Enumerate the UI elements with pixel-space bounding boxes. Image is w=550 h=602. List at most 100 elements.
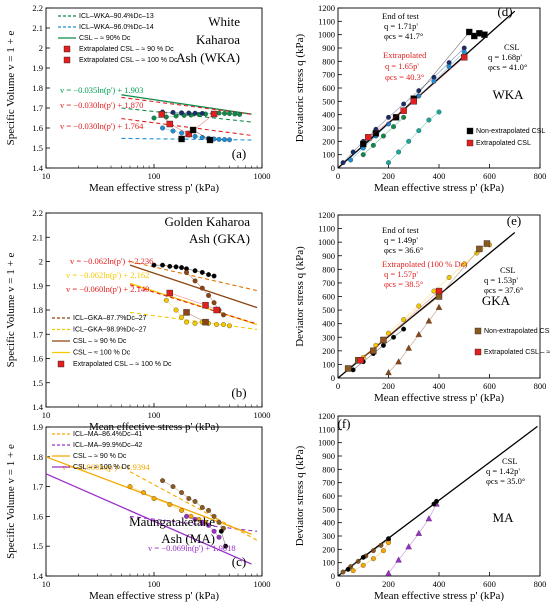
data-point <box>127 484 133 490</box>
y-tick-label: 200 <box>322 544 335 554</box>
legend-label: ICL–WKA–90.4%Dc–13 <box>79 13 154 20</box>
annotation: v = −0.062ln(p') + 2.236 <box>70 256 153 266</box>
series-line-c-3 <box>45 473 252 565</box>
panel-title: GKA <box>482 293 511 308</box>
y-tick-label: 1.7 <box>32 329 43 339</box>
y-tick-label: 1.4 <box>32 402 43 412</box>
data-point <box>405 344 412 351</box>
data-point <box>216 519 222 525</box>
data-point <box>340 569 346 575</box>
x-tick-label: 200 <box>382 171 395 181</box>
y-tick-label: 1.5 <box>32 378 43 388</box>
stress-path-c-3 <box>221 531 226 547</box>
x-axis-label: Mean effective stress p' (kPa) <box>89 590 219 602</box>
y-tick-label: 1200 <box>318 3 335 13</box>
y-tick-label: 200 <box>322 346 335 356</box>
legend-label: Extrapolated CSL – ≈ 100 % Dc <box>79 57 178 64</box>
y-axis-label: Deviator stress q (kPa) <box>294 445 306 546</box>
annotation: q = 1.68p' <box>488 52 522 62</box>
y-tick-label: 1.4 <box>32 163 43 173</box>
y-tick-label: 1100 <box>318 424 335 434</box>
data-point <box>167 502 173 507</box>
data-point <box>348 157 354 163</box>
y-axis-label: Specific Volume v = 1 + e <box>5 444 17 559</box>
data-point <box>170 109 176 115</box>
data-point <box>179 130 185 136</box>
data-point <box>395 556 402 563</box>
x-tick-label: 400 <box>433 381 446 391</box>
data-point <box>141 490 146 496</box>
data-point <box>401 101 407 107</box>
data-point <box>211 528 217 534</box>
data-point <box>166 120 173 128</box>
y-tick-label: 100 <box>322 558 335 568</box>
y-tick-label: 1.7 <box>32 482 43 492</box>
y-tick-label: 1200 <box>318 210 335 220</box>
x-axis-label: Mean effective stress p' (kPa) <box>374 182 504 194</box>
y-tick-label: 2.1 <box>32 23 43 33</box>
panel-d: 0 200 400 600 800 0 100 200 300 400 500 600 700 800 90… <box>294 3 546 194</box>
x-tick-label: 1000 <box>254 171 271 181</box>
data-point <box>400 107 407 114</box>
data-point <box>370 556 376 562</box>
y-tick-label: 1.6 <box>32 354 43 364</box>
data-point <box>378 542 384 548</box>
panel-title-line: Maungataketake <box>129 514 215 529</box>
data-point <box>206 522 212 528</box>
y-tick-label: 800 <box>322 56 335 66</box>
y-tick-label: 300 <box>322 332 335 342</box>
data-point <box>216 534 222 540</box>
legend-marker <box>63 56 71 64</box>
data-point <box>179 265 185 271</box>
data-point <box>395 358 402 365</box>
data-point <box>392 114 400 121</box>
data-point <box>186 110 192 116</box>
x-tick-label: 10 <box>42 171 51 181</box>
data-point <box>202 318 209 326</box>
y-tick-label: 700 <box>322 478 335 488</box>
y-tick-label: 1.8 <box>32 83 43 93</box>
data-point <box>232 111 238 117</box>
x-axis-label: Mean effective stress p' (kPa) <box>89 182 219 194</box>
legend-label: CSL – ≈ 90 % Dc <box>73 338 127 345</box>
data-point <box>431 288 437 294</box>
data-point <box>446 275 452 280</box>
data-point <box>426 117 432 123</box>
data-point <box>227 111 232 117</box>
data-point <box>211 300 217 306</box>
panel-title-line: Ash (MA) <box>161 531 215 546</box>
y-tick-label: 1.6 <box>32 123 43 133</box>
panel-e: 0 200 400 600 800 0 100 200 300 400 500 600 700 800 90… <box>294 210 550 404</box>
x-tick-label: 800 <box>534 381 547 391</box>
y-tick-label: 900 <box>322 251 335 261</box>
data-point <box>184 269 189 275</box>
data-point <box>173 264 179 270</box>
data-point <box>192 110 198 116</box>
data-point <box>370 548 376 554</box>
y-tick-label: 700 <box>322 70 335 80</box>
annotation: Extrapolated (100 % Dc) <box>382 259 467 269</box>
data-point <box>446 64 452 70</box>
series-line-b-2 <box>129 264 258 309</box>
annotation: v = −0.030ln(p') + 1.870 <box>60 100 143 110</box>
data-point <box>435 303 443 310</box>
stress-path-d-5 <box>368 57 465 138</box>
legend-label: ICL–WKA–96.0%Dc–14 <box>79 24 154 31</box>
data-point <box>415 331 423 338</box>
data-point <box>391 334 396 340</box>
legend-label: Non-extrapolated CSL <box>476 128 545 135</box>
data-point <box>192 516 198 522</box>
y-tick-label: 600 <box>322 292 335 302</box>
data-point <box>199 110 205 116</box>
y-tick-label: 1000 <box>318 237 335 247</box>
x-tick-label: 10 <box>42 579 51 589</box>
x-tick-label: 400 <box>433 579 446 589</box>
data-point <box>151 115 157 121</box>
data-point <box>401 326 407 332</box>
legend-label: Extrapolated CSL <box>476 140 531 147</box>
x-tick-label: 10 <box>42 410 51 420</box>
data-point <box>372 130 380 137</box>
data-point <box>170 484 176 490</box>
plot-frame-c <box>45 426 263 577</box>
